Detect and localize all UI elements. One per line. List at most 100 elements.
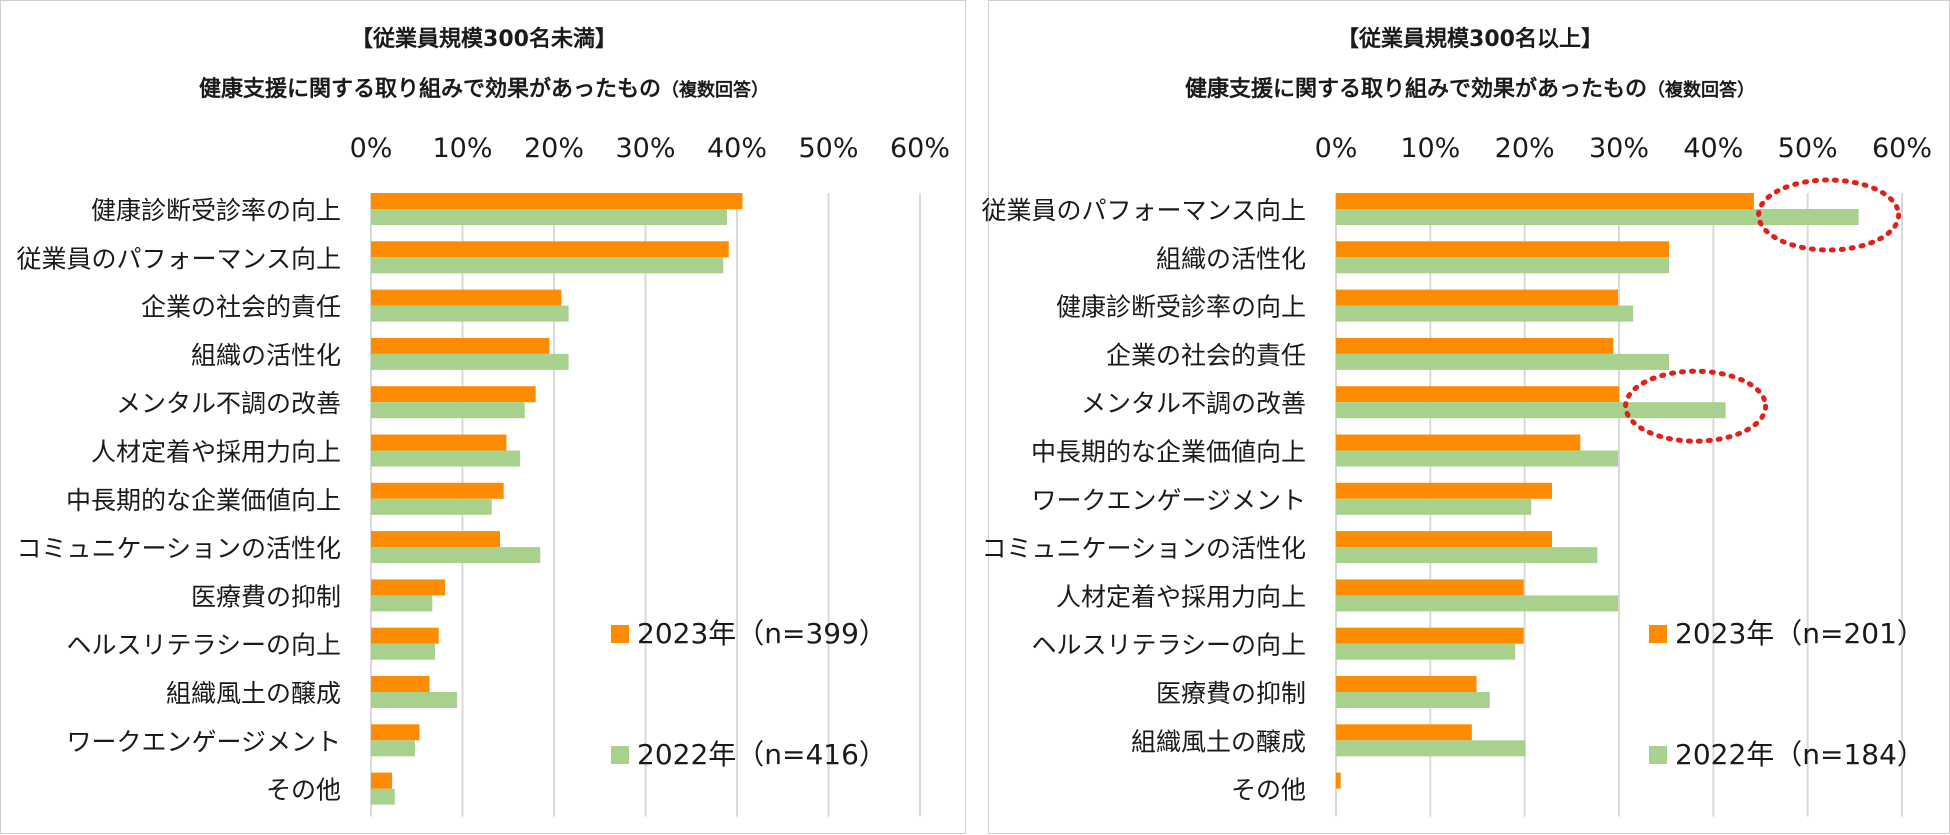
chart-subtitle: 健康支援に関する取り組みで効果があったもの（複数回答）: [1185, 76, 1755, 102]
legend-swatch-2023: [1649, 625, 1667, 643]
bar-2022: [371, 402, 525, 419]
category-label: 組織風土の醸成: [1131, 727, 1306, 756]
bar-2022: [1336, 450, 1619, 467]
bar-2022: [1336, 547, 1598, 564]
category-label: 組織風土の醸成: [166, 679, 341, 708]
category-label: メンタル不調の改善: [1081, 389, 1306, 418]
x-tick-label: 50%: [798, 133, 858, 164]
chart-subtitle-note: （複数回答）: [1647, 79, 1755, 101]
bar-2023: [1336, 193, 1754, 209]
category-label: 組織の活性化: [191, 341, 341, 370]
bar-2023: [1336, 289, 1619, 306]
bar-chart-under-300: 【従業員規模300名未満】健康支援に関する取り組みで効果があったもの（複数回答）…: [16, 26, 950, 817]
bar-2023: [371, 193, 743, 209]
bar-2022: [1336, 257, 1669, 274]
x-tick-label: 0%: [1315, 133, 1358, 164]
bar-2023: [371, 434, 507, 451]
bar-2022: [371, 305, 569, 322]
category-label: 医療費の抑制: [1156, 679, 1306, 708]
bar-2023: [371, 724, 420, 741]
bar-2023: [1336, 676, 1477, 692]
bar-2022: [1336, 692, 1490, 708]
category-label: 企業の社会的責任: [1106, 341, 1306, 370]
bar-2022: [371, 450, 521, 467]
category-label: 組織の活性化: [1156, 244, 1306, 273]
bar-2023: [371, 289, 562, 306]
chart-panel-under-300: 【従業員規模300名未満】健康支援に関する取り組みで効果があったもの（複数回答）…: [0, 0, 966, 834]
bar-2023: [371, 482, 504, 499]
bar-2022: [371, 498, 492, 515]
category-label: 健康診断受診率の向上: [1056, 293, 1306, 322]
x-tick-label: 20%: [524, 133, 584, 164]
category-label: ワークエンゲージメント: [66, 727, 341, 756]
bar-chart-300-plus: 【従業員規模300名以上】健康支援に関する取り組みで効果があったもの（複数回答）…: [981, 26, 1932, 817]
category-label: 医療費の抑制: [191, 582, 341, 611]
bar-2022: [1336, 595, 1619, 612]
category-label: 中長期的な企業価値向上: [66, 486, 341, 515]
bar-2023: [371, 676, 430, 692]
category-label: 従業員のパフォーマンス向上: [981, 196, 1306, 225]
bar-2022: [1336, 643, 1516, 660]
legend-label-2023: 2023年（n=399）: [637, 617, 887, 650]
legend-label-2022: 2022年（n=416）: [637, 738, 887, 771]
chart-subtitle-main: 健康支援に関する取り組みで効果があったもの: [199, 76, 661, 102]
highlight-ellipse: [1623, 368, 1769, 444]
x-tick-label: 30%: [615, 133, 675, 164]
x-tick-label: 60%: [1872, 133, 1932, 164]
bar-2023: [371, 627, 439, 644]
category-label: その他: [1231, 776, 1306, 805]
bar-2023: [1336, 482, 1553, 499]
bar-2023: [371, 772, 393, 789]
x-tick-label: 40%: [707, 133, 767, 164]
chart-subtitle-main: 健康支援に関する取り組みで効果があったもの: [1185, 76, 1647, 102]
category-label: コミュニケーションの活性化: [981, 534, 1306, 563]
category-label: ヘルスリテラシーの向上: [66, 631, 341, 660]
category-label: 中長期的な企業価値向上: [1031, 438, 1306, 467]
bar-2022: [371, 788, 395, 805]
category-label: その他: [266, 776, 341, 805]
bar-2023: [371, 579, 446, 596]
x-tick-label: 10%: [432, 133, 492, 164]
legend-label-2023: 2023年（n=201）: [1675, 617, 1925, 650]
legend-swatch-2022: [611, 746, 629, 764]
legend-swatch-2022: [1649, 746, 1667, 764]
bar-2022: [1336, 402, 1726, 419]
category-label: ヘルスリテラシーの向上: [1031, 631, 1306, 660]
bar-2023: [1336, 724, 1472, 741]
bar-2023: [371, 241, 729, 258]
chart-title: 【従業員規模300名以上】: [1337, 26, 1603, 52]
bar-2022: [371, 692, 458, 708]
bar-2022: [371, 209, 727, 225]
x-tick-label: 60%: [890, 133, 950, 164]
bar-2023: [371, 337, 550, 354]
x-tick-label: 30%: [1589, 133, 1649, 164]
bar-2023: [1336, 241, 1669, 258]
bar-2023: [1336, 386, 1619, 403]
chart-subtitle: 健康支援に関する取り組みで効果があったもの（複数回答）: [199, 76, 769, 102]
legend-swatch-2023: [611, 625, 629, 643]
bar-2022: [1336, 305, 1634, 322]
x-tick-label: 50%: [1778, 133, 1838, 164]
bar-2023: [1336, 337, 1614, 354]
bar-2022: [371, 643, 436, 660]
x-tick-label: 20%: [1495, 133, 1555, 164]
category-label: 人材定着や採用力向上: [91, 438, 341, 467]
chart-panel-300-plus: 【従業員規模300名以上】健康支援に関する取り組みで効果があったもの（複数回答）…: [981, 0, 1950, 834]
highlight-ellipse: [1756, 177, 1902, 253]
bar-2022: [371, 353, 569, 370]
bar-2023: [371, 531, 501, 548]
bar-2023: [1336, 434, 1581, 451]
category-label: 企業の社会的責任: [141, 293, 341, 322]
bar-2022: [1336, 209, 1859, 225]
chart-title: 【従業員規模300名未満】: [351, 26, 617, 52]
category-label: 健康診断受診率の向上: [91, 196, 341, 225]
category-label: メンタル不調の改善: [116, 389, 341, 418]
bar-2022: [1336, 740, 1526, 757]
category-label: 人材定着や採用力向上: [1056, 582, 1306, 611]
bar-2023: [1336, 579, 1524, 596]
bar-2023: [371, 386, 536, 403]
x-tick-label: 0%: [350, 133, 393, 164]
x-tick-label: 10%: [1400, 133, 1460, 164]
x-tick-label: 40%: [1683, 133, 1743, 164]
bar-2023: [1336, 531, 1553, 548]
